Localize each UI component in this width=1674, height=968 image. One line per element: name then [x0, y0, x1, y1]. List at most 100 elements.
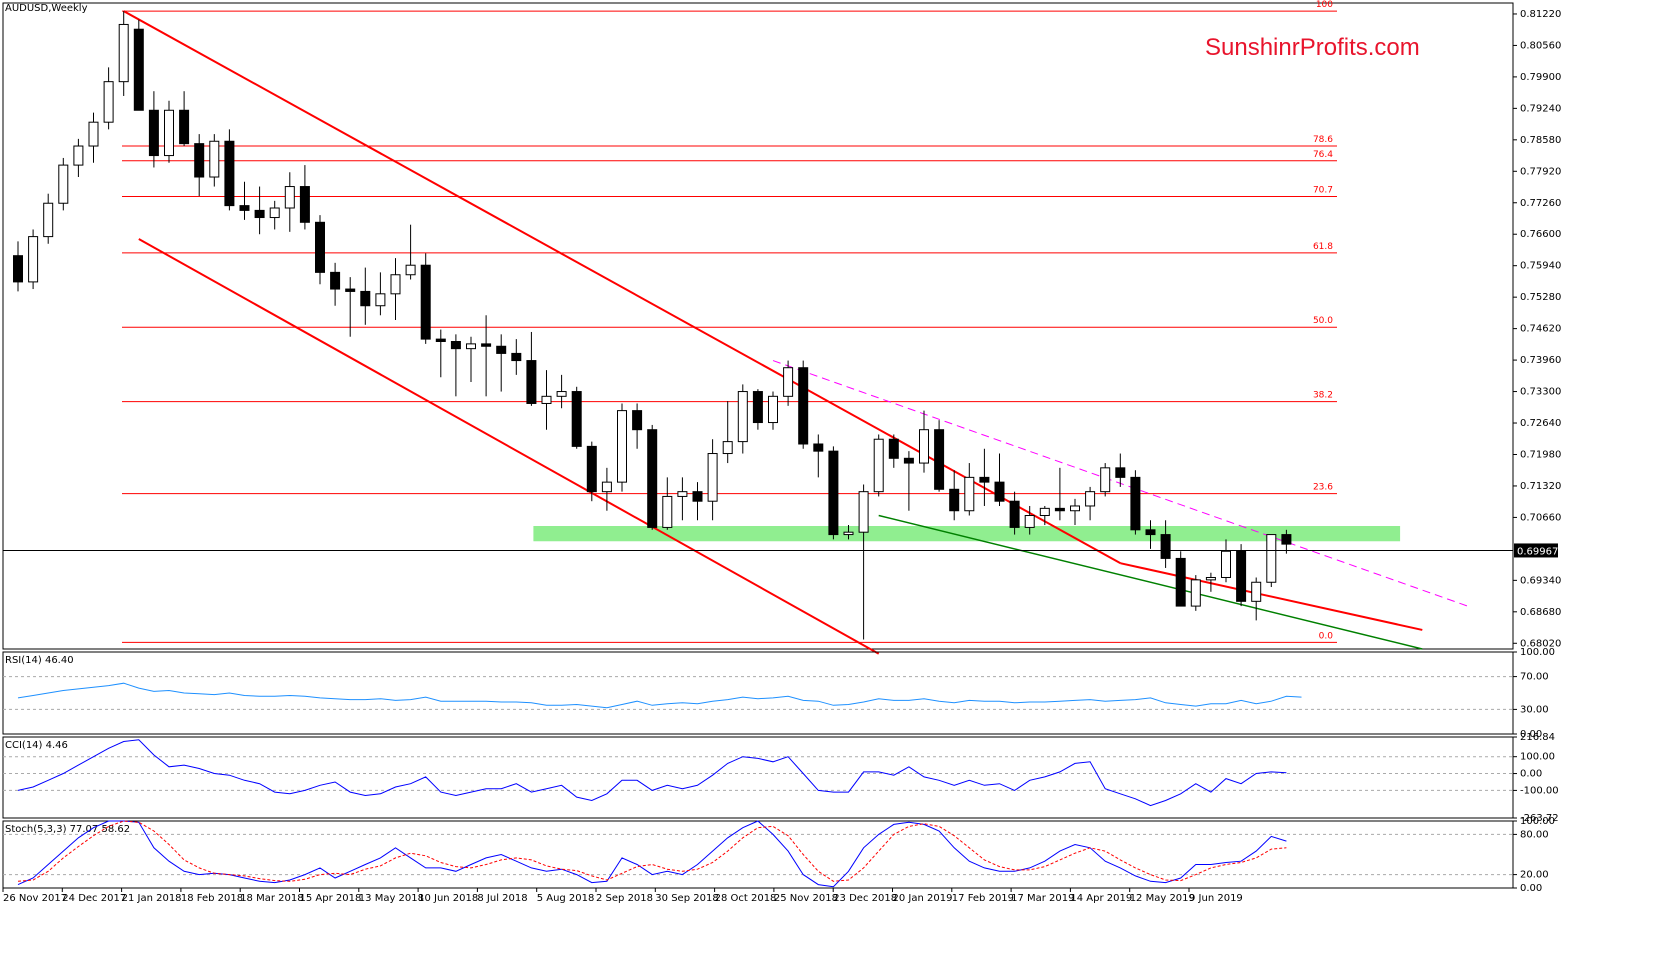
candle-body [737, 391, 748, 443]
channel-upper-extension-line [1120, 562, 1423, 631]
candle-body [511, 352, 522, 362]
price-tick-label: 0.73300 [1520, 387, 1561, 398]
rsi-tick-label: 0.00 [1520, 729, 1542, 740]
price-tick-label: 0.74620 [1520, 324, 1561, 335]
time-tick-label: 24 Dec 2017 [62, 893, 126, 904]
candle-body [1266, 534, 1277, 583]
candle-body [481, 343, 492, 347]
stoch-title: Stoch(5,3,3) 77.07 58.62 [5, 824, 130, 835]
fib-level-label: 100 [1316, 0, 1333, 10]
candle-body [541, 395, 552, 404]
time-tick-label: 23 Dec 2018 [833, 893, 897, 904]
price-tick-label: 0.77260 [1520, 198, 1561, 209]
candle-body [1205, 576, 1216, 581]
stoch-series-line [17, 820, 1287, 888]
current-price-tag [1514, 543, 1558, 558]
candle-body [269, 207, 280, 219]
candle-body [888, 438, 899, 459]
candle-body [934, 429, 945, 490]
price-tick-label: 0.71980 [1520, 449, 1561, 460]
candle-body [1009, 500, 1020, 528]
candle-body [571, 391, 582, 447]
cci-tick-label: 216.84 [1520, 732, 1555, 743]
price-tick-label: 0.80560 [1520, 40, 1561, 51]
fib-level-label: 76.4 [1313, 150, 1333, 160]
candle-body [843, 531, 854, 536]
price-tick-label: 0.79240 [1520, 103, 1561, 114]
fib-level-label: 78.6 [1313, 135, 1333, 145]
price-tick-label: 0.78580 [1520, 135, 1561, 146]
cci-title: CCI(14) 4.46 [5, 740, 68, 751]
time-tick-label: 26 Nov 2017 [3, 893, 67, 904]
candle-body [254, 209, 265, 219]
candle-body [556, 391, 567, 397]
time-tick-label: 17 Mar 2019 [1011, 893, 1074, 904]
cci-border [2, 736, 1514, 819]
time-tick-label: 8 Jul 2018 [477, 893, 527, 904]
candle-body [450, 340, 461, 350]
cci-tick-label: 100.00 [1520, 752, 1555, 763]
candle-body [133, 28, 144, 111]
candle-body [194, 143, 205, 178]
candle-body [496, 345, 507, 354]
time-tick-label: 21 Jan 2018 [122, 893, 182, 904]
candle-body [964, 476, 975, 512]
candle-body [103, 81, 114, 123]
time-tick-label: 28 Oct 2018 [715, 893, 777, 904]
candle-body [164, 109, 174, 157]
candle-body [1039, 507, 1050, 517]
candle-body [315, 221, 325, 273]
candle-body [1130, 476, 1141, 531]
candle-body [224, 140, 235, 207]
fib-level-label: 38.2 [1313, 391, 1333, 401]
fib-level-label: 61.8 [1313, 242, 1333, 252]
stoch-tick-label: 0.00 [1520, 883, 1542, 894]
price-tick-label: 0.71320 [1520, 481, 1561, 492]
rsi-tick-label: 100.00 [1520, 647, 1555, 658]
price-tick-label: 0.69340 [1520, 575, 1561, 586]
candle-body [858, 491, 869, 533]
time-tick-label: 25 Nov 2018 [774, 893, 838, 904]
price-tick-label: 0.75940 [1520, 261, 1561, 272]
candle-body [873, 438, 884, 493]
candle-body [647, 429, 658, 528]
cci-tick-label: 0.00 [1520, 769, 1542, 780]
candle-body [994, 481, 1005, 502]
candle-body [783, 367, 794, 397]
candle-body [903, 457, 914, 464]
candle-body [13, 255, 23, 283]
time-tick-label: 2 Sep 2018 [596, 893, 653, 904]
candle-body [1070, 505, 1080, 512]
price-tick-label: 0.72640 [1520, 418, 1561, 429]
candle-body [209, 140, 220, 178]
stoch-border [2, 820, 1514, 889]
stoch-tick-label: 80.00 [1520, 829, 1549, 840]
price-tick-label: 0.79900 [1520, 72, 1561, 83]
candle-body [1160, 534, 1171, 559]
candle-body [466, 343, 476, 350]
candle-body [420, 264, 431, 340]
candle-body [1221, 550, 1231, 578]
price-tick-label: 0.73960 [1520, 355, 1561, 366]
time-tick-label: 18 Mar 2018 [240, 893, 303, 904]
time-tick-label: 13 May 2018 [359, 893, 424, 904]
price-tick-label: 0.77920 [1520, 166, 1561, 177]
watermark: SunshinrProfits.com [1205, 34, 1420, 61]
price-tick-label: 0.75280 [1520, 292, 1561, 303]
candle-body [179, 109, 190, 145]
candle-body [1115, 467, 1126, 478]
candle-body [692, 491, 703, 502]
candle-body [1190, 579, 1201, 607]
fib-level-label: 50.0 [1313, 316, 1333, 326]
candle-body [1024, 515, 1035, 528]
time-tick-label: 30 Sep 2018 [655, 893, 718, 904]
candle-body [1085, 491, 1096, 507]
time-tick-label: 12 May 2019 [1130, 893, 1195, 904]
price-tick-label: 0.76600 [1520, 229, 1561, 240]
candle-body [752, 391, 763, 424]
candle-body [43, 202, 54, 238]
candle-body [707, 453, 718, 502]
fib-level-label: 0.0 [1319, 631, 1334, 641]
